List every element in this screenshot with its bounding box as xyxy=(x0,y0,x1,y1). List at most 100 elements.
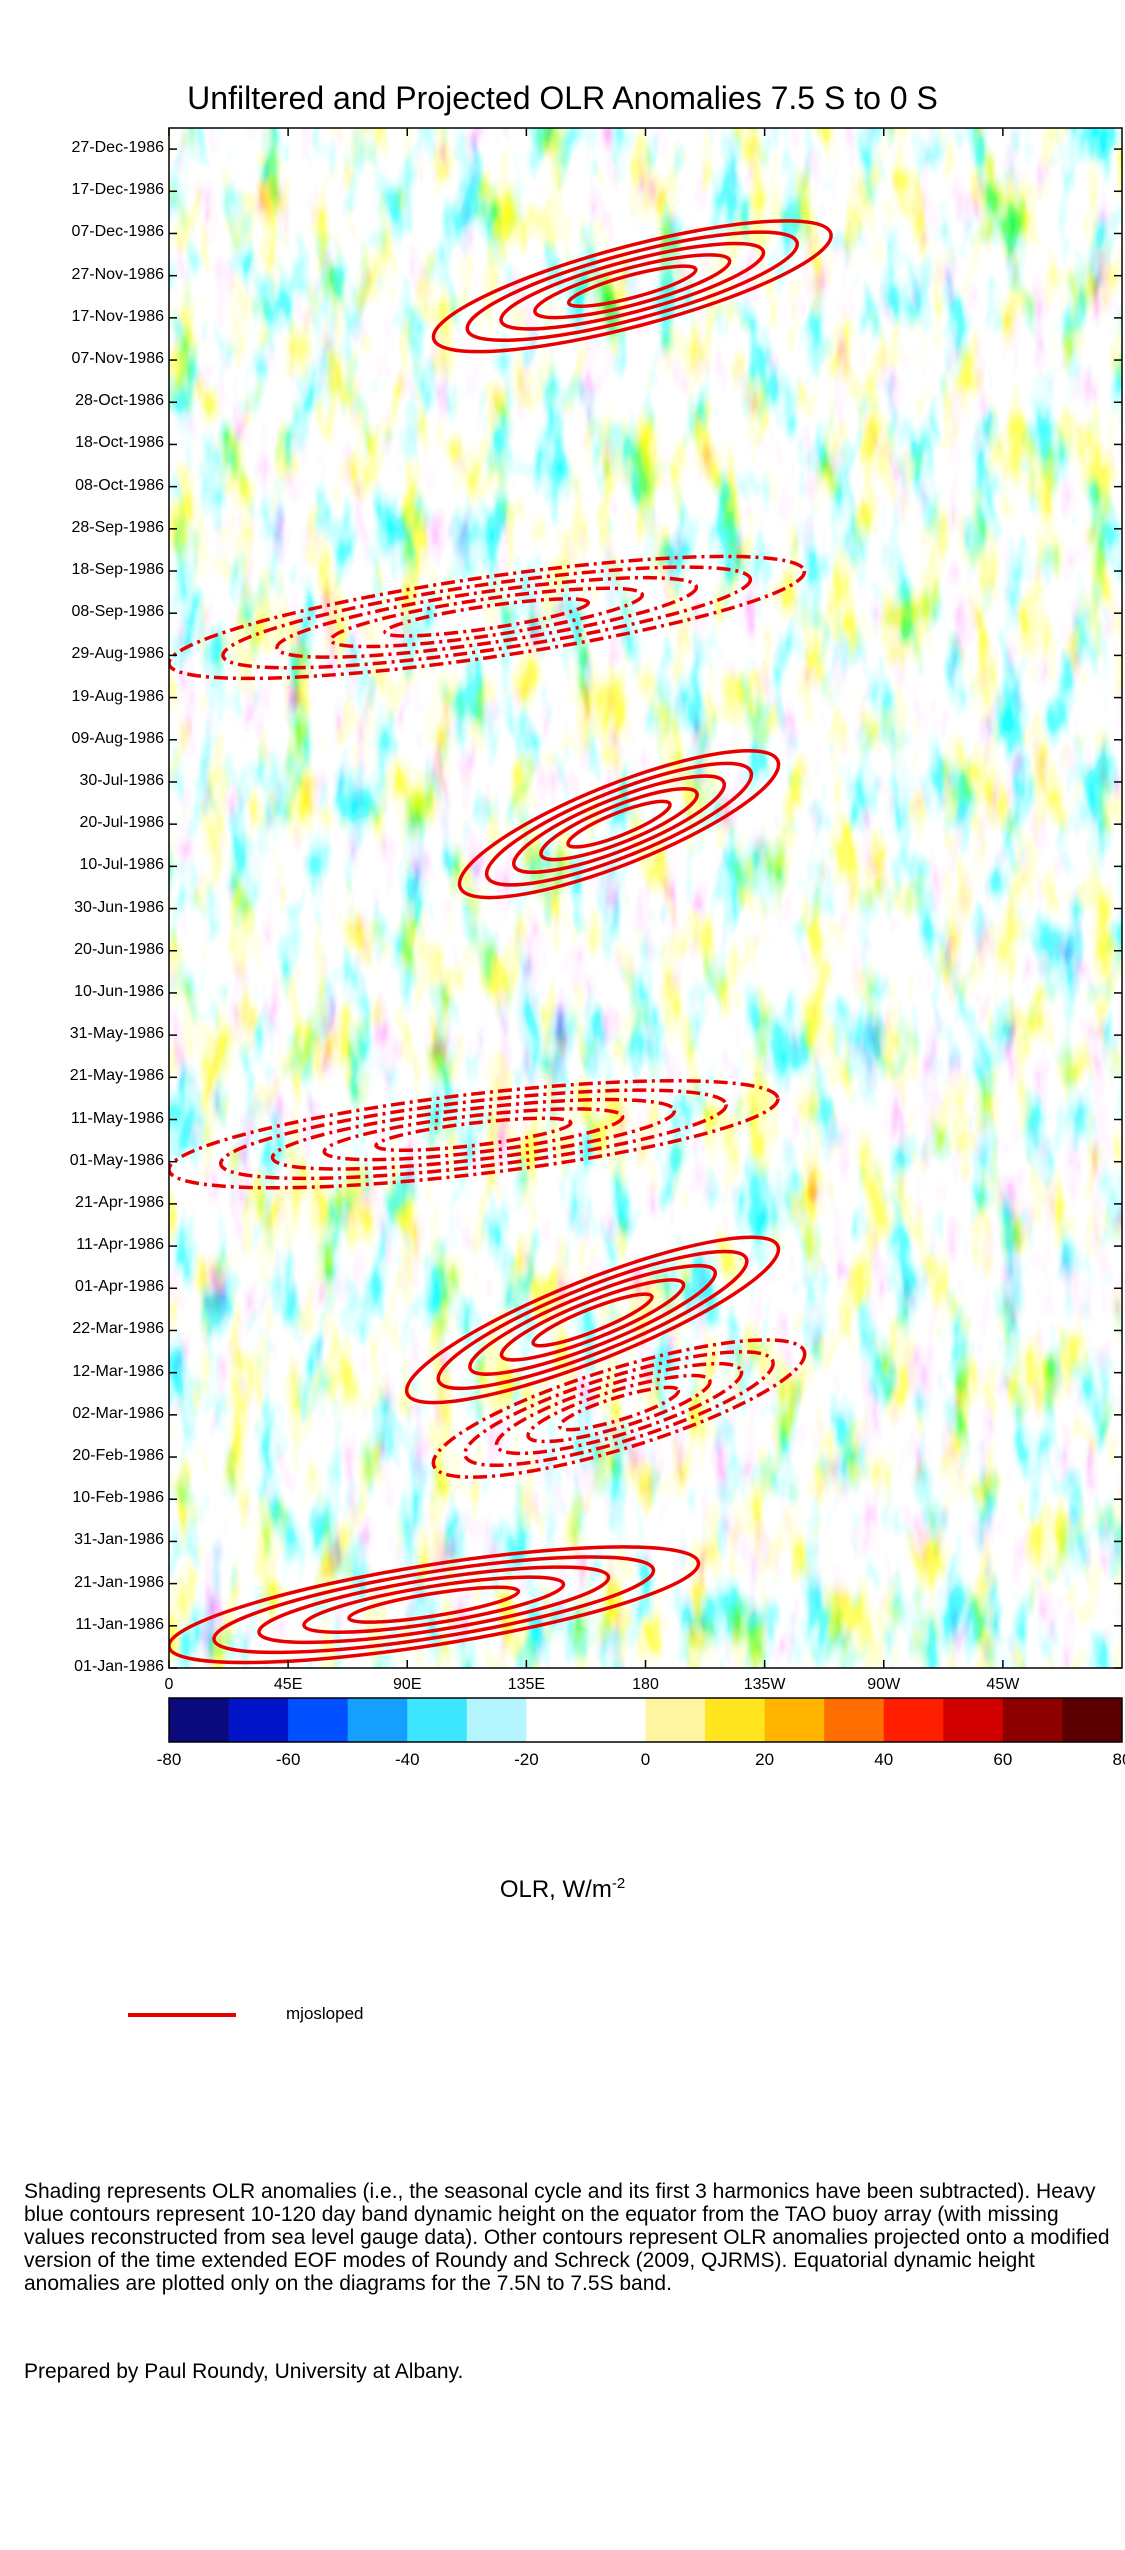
hovmoller-chart xyxy=(168,127,1123,1743)
contour-line xyxy=(383,597,591,638)
x-tick-label: 135W xyxy=(743,1676,786,1693)
x-tick-label: 0 xyxy=(164,1676,174,1693)
y-tick-label: 21-May-1986 xyxy=(69,1067,164,1085)
colorbar-tick-label: -60 xyxy=(275,1750,301,1769)
contour-line xyxy=(275,575,699,659)
colorbar-swatch xyxy=(943,1698,1004,1742)
y-tick-label: 22-Mar-1986 xyxy=(72,1320,164,1338)
y-tick-label: 20-Jul-1986 xyxy=(79,814,165,832)
y-tick-label: 11-Jan-1986 xyxy=(75,1615,164,1633)
colorbar-tick-label: 80 xyxy=(1112,1750,1125,1769)
colorbar-swatch xyxy=(705,1698,766,1742)
contour-line xyxy=(531,1292,654,1348)
colorbar-swatch xyxy=(169,1698,230,1742)
colorbar-units: OLR, W/m-2 xyxy=(499,1875,626,1903)
y-tick-label: 31-Jan-1986 xyxy=(74,1531,164,1549)
colorbar-tick-label: -40 xyxy=(394,1750,420,1769)
contour-line xyxy=(374,1116,573,1153)
colorbar xyxy=(168,1697,1123,1743)
colorbar-tick-label: 60 xyxy=(993,1750,1013,1769)
credit-text: Prepared by Paul Roundy, University at A… xyxy=(24,2360,464,2383)
colorbar-swatch xyxy=(764,1698,825,1742)
contour-line xyxy=(431,1338,807,1479)
colorbar-tick-label: 20 xyxy=(755,1750,775,1769)
y-tick-label: 20-Feb-1986 xyxy=(72,1447,164,1465)
contour-line xyxy=(566,799,672,849)
y-tick-label: 20-Jun-1986 xyxy=(74,940,164,958)
contour-line xyxy=(539,787,699,862)
contour-line xyxy=(499,241,766,331)
y-tick-label: 28-Oct-1986 xyxy=(75,392,164,410)
y-tick-label: 17-Nov-1986 xyxy=(71,307,165,325)
x-tick-label: 135E xyxy=(507,1676,546,1693)
y-tick-label: 30-Jul-1986 xyxy=(79,771,165,789)
mjo-contour-band xyxy=(404,1235,781,1405)
colorbar-tick-label: 0 xyxy=(640,1750,651,1769)
legend-label: mjosloped xyxy=(286,2004,364,2023)
colorbar-swatch xyxy=(466,1698,527,1742)
legend-swatch xyxy=(128,2013,236,2017)
contour-line xyxy=(329,586,645,649)
contour-line xyxy=(436,1249,749,1391)
caption-text: Shading represents OLR anomalies (i.e., … xyxy=(24,2180,1110,2295)
colorbar-swatch xyxy=(1002,1698,1063,1742)
y-tick-label: 18-Oct-1986 xyxy=(75,434,164,452)
contour-line xyxy=(431,219,833,354)
colorbar-swatch xyxy=(585,1698,646,1742)
contour-line xyxy=(463,1350,775,1467)
contour-line xyxy=(484,761,754,887)
y-tick-label: 31-May-1986 xyxy=(69,1025,164,1043)
x-tick-label: 45W xyxy=(986,1676,1020,1693)
colorbar-swatch xyxy=(824,1698,885,1742)
y-tick-label: 02-Mar-1986 xyxy=(72,1404,164,1422)
y-tick-label: 29-Aug-1986 xyxy=(71,645,164,663)
contour-line xyxy=(465,230,800,343)
contour-line xyxy=(557,1385,681,1432)
contour-line xyxy=(457,749,781,900)
colorbar-swatch xyxy=(228,1698,289,1742)
y-tick-label: 17-Dec-1986 xyxy=(71,181,165,199)
colorbar-swatch xyxy=(347,1698,408,1742)
colorbar-swatch xyxy=(288,1698,349,1742)
y-tick-label: 11-Apr-1986 xyxy=(76,1236,164,1254)
contour-line xyxy=(533,253,732,320)
y-tick-label: 08-Oct-1986 xyxy=(75,476,164,494)
y-tick-label: 18-Sep-1986 xyxy=(71,561,164,578)
mjo-contour-band xyxy=(169,554,807,681)
colorbar-frame xyxy=(168,1697,1123,1743)
contour-line xyxy=(499,1278,686,1362)
y-tick-label: 27-Dec-1986 xyxy=(71,139,165,157)
colorbar-swatch xyxy=(645,1698,706,1742)
y-tick-label: 30-Jun-1986 xyxy=(74,898,164,916)
y-tick-label: 21-Jan-1986 xyxy=(74,1573,164,1591)
y-tick-label: 09-Aug-1986 xyxy=(71,729,164,747)
colorbar-swatch xyxy=(1062,1698,1123,1742)
y-tick-label: 07-Nov-1986 xyxy=(71,350,165,368)
mjo-contour-band xyxy=(457,749,781,900)
contour-line xyxy=(302,1575,566,1634)
x-axis-ticks xyxy=(168,128,1004,1668)
contour-line xyxy=(212,1555,656,1655)
contour-line xyxy=(347,1585,521,1624)
olr-anomaly-shading xyxy=(169,128,1122,1668)
colorbar-swatch xyxy=(883,1698,944,1742)
y-tick-label: 19-Aug-1986 xyxy=(71,687,164,705)
y-tick-label: 11-May-1986 xyxy=(70,1109,164,1127)
y-tick-label: 07-Dec-1986 xyxy=(71,223,165,241)
colorbar-tick-label: -20 xyxy=(514,1750,539,1769)
contour-line xyxy=(526,1373,712,1444)
y-tick-label: 01-Jan-1986 xyxy=(74,1658,164,1675)
contour-line xyxy=(257,1565,611,1645)
contour-line xyxy=(221,565,753,670)
contour-line xyxy=(270,1097,677,1171)
y-tick-label: 10-Jun-1986 xyxy=(74,982,164,1000)
x-tick-label: 90W xyxy=(867,1676,901,1693)
colorbar-tick-label: -80 xyxy=(156,1750,182,1769)
y-tick-label: 10-Jul-1986 xyxy=(79,856,165,874)
mjo-contour-band xyxy=(431,219,833,354)
x-tick-label: 45E xyxy=(273,1676,303,1693)
contour-line xyxy=(404,1235,781,1405)
contour-line xyxy=(322,1107,625,1162)
colorbar-swatch xyxy=(407,1698,468,1742)
x-tick-label: 90E xyxy=(393,1676,422,1693)
